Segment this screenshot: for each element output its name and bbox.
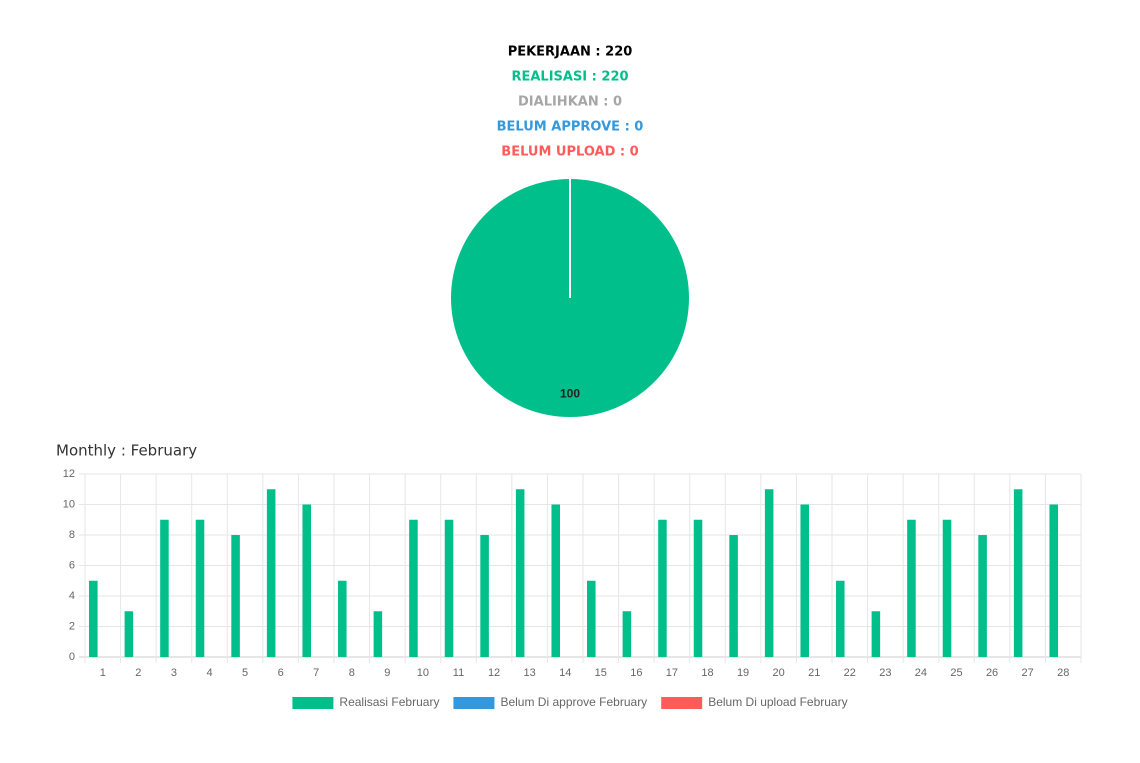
bar	[622, 611, 632, 657]
bar	[942, 519, 952, 657]
legend-swatch	[661, 697, 703, 709]
y-tick-label: 2	[69, 620, 75, 632]
bar	[266, 489, 276, 657]
x-tick-label: 13	[524, 667, 536, 679]
bar	[764, 489, 774, 657]
bar	[231, 535, 240, 657]
bar	[160, 519, 169, 657]
x-tick-label: 14	[559, 667, 571, 679]
bar	[89, 580, 98, 657]
bar	[907, 519, 916, 657]
x-tick-label: 16	[630, 667, 642, 679]
x-tick-label: 26	[986, 667, 998, 679]
bar	[729, 535, 738, 657]
x-tick-label: 17	[666, 667, 678, 679]
bar	[338, 580, 347, 657]
y-tick-label: 6	[69, 559, 75, 571]
bar	[978, 535, 987, 657]
bar	[658, 519, 667, 657]
x-tick-label: 8	[349, 667, 355, 679]
x-tick-label: 6	[278, 667, 284, 679]
x-tick-label: 23	[879, 667, 891, 679]
x-tick-label: 1	[100, 667, 106, 679]
summary-line: BELUM UPLOAD : 0	[501, 145, 638, 160]
x-tick-label: 25	[950, 667, 962, 679]
legend-swatch	[292, 697, 334, 709]
legend-label: Realisasi February	[339, 695, 439, 709]
bar	[871, 611, 881, 657]
x-tick-label: 9	[384, 667, 390, 679]
bar	[444, 519, 454, 657]
summary-line: PEKERJAAN : 220	[508, 45, 633, 60]
x-tick-label: 10	[417, 667, 429, 679]
bar	[587, 580, 596, 657]
bar	[836, 580, 845, 657]
legend-label: Belum Di approve February	[500, 695, 647, 709]
chart-title: Monthly : February	[56, 442, 197, 460]
bar	[302, 504, 311, 657]
y-tick-label: 8	[69, 529, 75, 541]
x-tick-label: 15	[595, 667, 607, 679]
x-tick-label: 20	[773, 667, 785, 679]
x-tick-label: 7	[313, 667, 319, 679]
bar	[693, 519, 703, 657]
x-tick-label: 2	[135, 667, 141, 679]
bar	[373, 611, 383, 657]
x-tick-label: 27	[1022, 667, 1034, 679]
bar	[195, 519, 205, 657]
bar	[409, 519, 418, 657]
x-tick-label: 28	[1057, 667, 1069, 679]
bar	[800, 504, 809, 657]
x-tick-label: 21	[808, 667, 820, 679]
summary-line: DIALIHKAN : 0	[518, 95, 622, 110]
legend-label: Belum Di upload February	[708, 695, 847, 709]
summary-line: BELUM APPROVE : 0	[497, 120, 644, 135]
x-tick-label: 11	[453, 667, 464, 679]
bar	[480, 535, 489, 657]
x-tick-label: 12	[488, 667, 500, 679]
bar	[124, 611, 134, 657]
x-tick-label: 5	[242, 667, 248, 679]
summary-line: REALISASI : 220	[511, 70, 628, 85]
y-tick-label: 12	[63, 468, 75, 480]
x-tick-label: 22	[844, 667, 856, 679]
x-tick-label: 18	[701, 667, 713, 679]
x-tick-label: 24	[915, 667, 927, 679]
x-tick-label: 19	[737, 667, 749, 679]
data-label: 100	[560, 387, 580, 401]
bar	[515, 489, 525, 657]
legend-swatch	[453, 697, 495, 709]
bar	[1049, 504, 1058, 657]
y-tick-label: 10	[63, 498, 75, 510]
y-tick-label: 4	[69, 590, 75, 602]
y-tick-label: 0	[69, 651, 75, 663]
x-tick-label: 3	[171, 667, 177, 679]
bar	[551, 504, 560, 657]
bar	[1013, 489, 1023, 657]
x-tick-label: 4	[206, 667, 212, 679]
